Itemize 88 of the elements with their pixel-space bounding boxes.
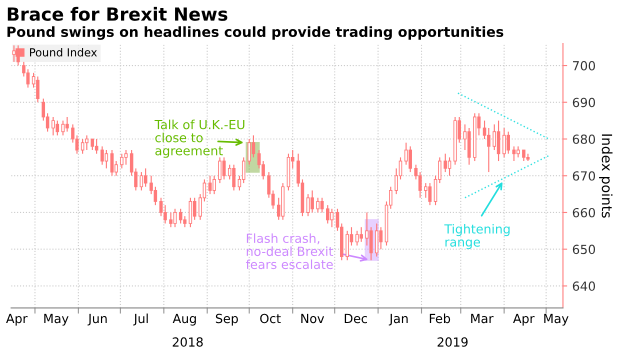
candlestick <box>140 172 144 191</box>
candlestick <box>232 164 236 191</box>
x-tick-label: Apr <box>513 314 535 326</box>
candlestick <box>444 153 447 173</box>
x-tick-label: Mar <box>471 314 494 324</box>
candlestick <box>212 175 216 195</box>
candlestick <box>164 204 167 224</box>
candlestick <box>320 197 324 214</box>
candlestick <box>506 131 510 154</box>
candlestick <box>418 172 422 198</box>
x-tick-label: May <box>544 314 569 326</box>
candlestick <box>248 138 251 166</box>
candlestick <box>36 76 40 103</box>
x-tick-label: Oct <box>260 314 281 324</box>
candlestick <box>408 146 412 173</box>
x-tick-label: Jun <box>88 314 107 326</box>
candlestick <box>208 175 212 195</box>
candlestick <box>316 197 320 214</box>
chart-subtitle: Pound swings on headlines could provide trading opportunities <box>7 26 504 40</box>
annotation: Talk of U.K.-EU close to agreement <box>154 120 244 158</box>
candlestick <box>90 138 94 151</box>
candlestick <box>516 146 520 158</box>
candlestick <box>100 146 104 166</box>
candlestick <box>51 116 55 136</box>
candlestick <box>369 226 373 261</box>
y-tick-label: 670 <box>572 171 596 181</box>
candlestick <box>61 120 65 136</box>
x-tick-label: Feb <box>430 314 450 324</box>
annotation: Tightening range <box>444 224 510 250</box>
x-tick-label: Jul <box>133 314 148 326</box>
candlestick <box>242 156 246 184</box>
x-tick-label: May <box>44 314 69 326</box>
candlestick <box>379 226 383 250</box>
y-tick-label: 650 <box>572 244 596 254</box>
candlestick <box>56 120 60 136</box>
candlestick <box>355 230 359 246</box>
candlestick <box>80 138 84 154</box>
candlestick <box>183 216 187 228</box>
candlestick <box>218 156 222 184</box>
annotation: Flash crash, no-deal Brexit fears escalate <box>246 233 334 270</box>
candlestick <box>487 127 490 173</box>
candlestick <box>448 156 452 176</box>
candlestick <box>404 142 408 166</box>
x-tick-label: Dec <box>344 314 368 324</box>
candlestick <box>159 197 163 217</box>
x-tick-label: Apr <box>6 314 28 326</box>
candlestick <box>326 204 330 224</box>
candlestick <box>66 116 69 132</box>
candlestick <box>346 230 349 261</box>
candlestick <box>512 146 516 162</box>
candlestick <box>428 182 432 206</box>
candlestick <box>310 190 314 214</box>
x-tick-label: Nov <box>301 314 324 324</box>
x-tick-label: Aug <box>172 314 196 326</box>
chart-title: Brace for Brexit News <box>8 6 228 21</box>
legend-label: Pound Index <box>30 48 97 57</box>
candlestick <box>192 197 196 220</box>
candlestick <box>120 153 124 169</box>
candlestick <box>26 68 30 88</box>
y-tick-label: 660 <box>572 208 596 218</box>
candlestick <box>222 156 226 180</box>
y-tick-label: 680 <box>572 134 596 144</box>
y-tick-label: 640 <box>572 281 596 291</box>
candlestick <box>306 194 310 217</box>
candlestick <box>188 197 192 228</box>
candlestick <box>502 127 506 158</box>
candlestick <box>85 134 88 151</box>
candlestick <box>94 138 98 154</box>
candlestick <box>522 149 526 162</box>
text: 2018 <box>172 337 203 347</box>
candlestick <box>496 120 500 162</box>
y-tick-label: 690 <box>572 98 596 108</box>
candlestick <box>375 222 378 258</box>
y-tick-label: 700 <box>573 61 596 70</box>
candlestick <box>330 208 334 228</box>
candlestick <box>144 168 148 188</box>
text: 2019 <box>438 337 468 347</box>
candlestick <box>173 208 177 228</box>
candlestick <box>424 182 428 198</box>
candlestick <box>360 226 363 242</box>
candlestick <box>169 212 172 228</box>
x-tick-label: Sep <box>216 314 238 326</box>
candlestick <box>104 149 108 169</box>
candlestick <box>178 208 182 224</box>
candlestick <box>492 124 496 151</box>
x-tick-label: Jan <box>388 314 408 326</box>
candlestick <box>124 149 128 166</box>
y-axis-title: Index points <box>599 134 613 218</box>
